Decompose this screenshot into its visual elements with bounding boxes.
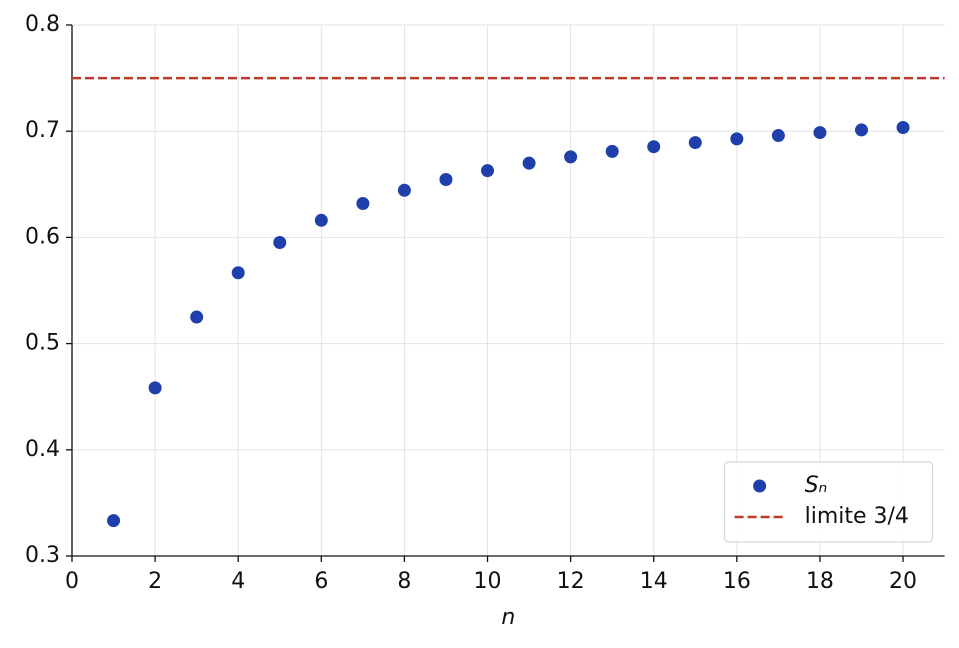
point: [854, 123, 868, 137]
point: [481, 164, 495, 178]
x-tick-label: 4: [231, 569, 245, 594]
x-tick-label: 14: [640, 569, 668, 594]
legend-marker: [753, 479, 767, 493]
y-tick-label: 0.6: [25, 224, 60, 249]
point: [148, 381, 162, 395]
x-tick-label: 0: [65, 569, 79, 594]
y-tick-label: 0.5: [25, 331, 60, 356]
point: [688, 136, 702, 150]
x-axis-label: n: [501, 605, 515, 630]
point: [813, 126, 827, 140]
point: [190, 310, 204, 324]
point: [107, 514, 121, 528]
point: [231, 266, 245, 280]
x-tick-label: 10: [474, 569, 502, 594]
y-tick-label: 0.4: [25, 437, 60, 462]
y-tick-label: 0.7: [25, 118, 60, 143]
point: [439, 173, 453, 187]
point: [647, 140, 661, 154]
legend-box: [724, 461, 934, 543]
point: [314, 213, 328, 227]
point: [730, 132, 744, 146]
point: [564, 150, 578, 164]
y-tick-label: 0.3: [25, 543, 60, 568]
x-tick-label: 20: [889, 569, 917, 594]
legend-label: Sₙ: [805, 473, 828, 498]
point: [397, 183, 411, 197]
x-tick-label: 18: [806, 569, 834, 594]
point: [771, 129, 785, 143]
x-tick-label: 12: [557, 569, 585, 594]
x-tick-label: 8: [397, 569, 411, 594]
x-tick-label: 6: [314, 569, 328, 594]
point: [356, 197, 370, 211]
point: [273, 235, 287, 249]
point: [522, 156, 536, 170]
legend-label: limite 3/4: [805, 504, 909, 529]
legend: Sₙ limite 3/4: [724, 461, 934, 543]
y-tick-label: 0.8: [25, 12, 60, 37]
point: [896, 120, 910, 134]
point: [605, 144, 619, 158]
x-tick-label: 16: [723, 569, 751, 594]
x-tick-label: 2: [148, 569, 162, 594]
